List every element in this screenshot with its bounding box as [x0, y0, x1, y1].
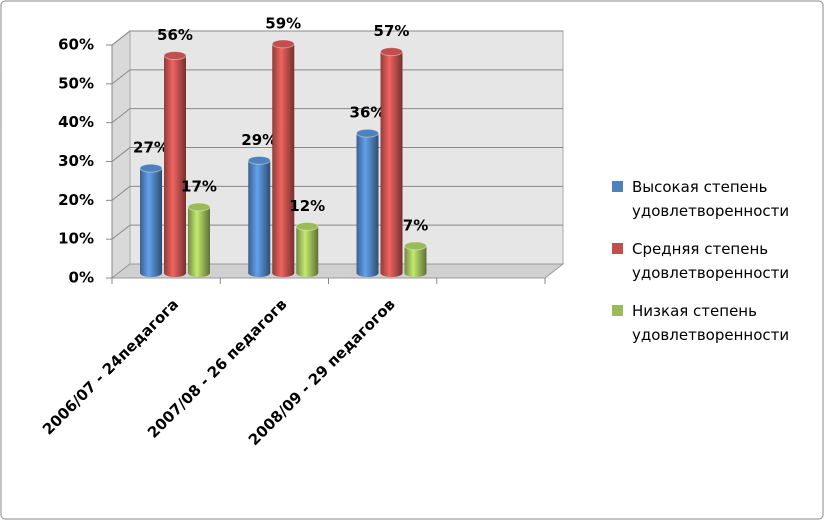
- bar-body: [164, 55, 186, 274]
- bar-top: [380, 47, 403, 57]
- data-label: 12%: [289, 197, 325, 215]
- bar-top: [139, 163, 163, 173]
- bar-top: [163, 51, 187, 61]
- bar: [139, 163, 163, 277]
- grid-line: [111, 30, 563, 46]
- bar: [404, 241, 427, 277]
- data-label: 56%: [157, 26, 193, 44]
- grid-line: [111, 147, 563, 162]
- grid-line: [111, 108, 563, 124]
- y-tick-label: 50%: [58, 74, 94, 92]
- legend-swatch: [612, 305, 623, 316]
- bar: [380, 47, 403, 277]
- legend-item: Средняя степень удовлетворенности: [612, 237, 817, 285]
- bar-top: [295, 221, 319, 231]
- bar: [187, 202, 211, 277]
- y-tick-label: 10%: [58, 230, 94, 248]
- bar-body: [140, 168, 162, 273]
- y-tick-label: 0%: [69, 269, 94, 287]
- data-label: 57%: [374, 22, 410, 40]
- data-label: 27%: [133, 139, 169, 157]
- bar-body: [188, 206, 210, 273]
- bar: [271, 39, 295, 277]
- bar-body: [380, 51, 403, 274]
- bar-body: [404, 245, 427, 273]
- y-tick-label: 40%: [58, 113, 94, 131]
- bar-body: [272, 43, 295, 274]
- legend-swatch: [612, 243, 623, 254]
- legend-label: Высокая степень удовлетворенности: [632, 178, 790, 220]
- y-tick-label: 30%: [58, 152, 94, 170]
- bar-body: [296, 226, 319, 273]
- bar-top: [404, 241, 427, 251]
- bar: [356, 128, 379, 277]
- y-tick-label: 20%: [58, 191, 94, 209]
- legend-swatch: [612, 181, 623, 192]
- bar: [247, 155, 271, 277]
- data-label: 7%: [403, 216, 428, 234]
- grid-line: [111, 224, 563, 240]
- legend-item: Высокая степень удовлетворенности: [612, 175, 817, 223]
- legend-item: Низкая степень удовлетворенности: [612, 299, 817, 347]
- bar: [295, 221, 319, 277]
- bar-body: [248, 160, 271, 273]
- bar-top: [247, 155, 271, 165]
- bar: [163, 51, 187, 277]
- legend-label: Низкая степень удовлетворенности: [632, 302, 790, 344]
- data-label: 36%: [350, 104, 386, 122]
- legend: Высокая степень удовлетворенности Средняя…: [612, 175, 817, 361]
- grid-line: [111, 69, 563, 85]
- bar-top: [271, 39, 295, 49]
- bar-top: [356, 128, 379, 138]
- bar-top: [187, 202, 211, 212]
- data-label: 29%: [241, 131, 277, 149]
- bar-body: [356, 133, 379, 273]
- data-label: 17%: [181, 177, 217, 195]
- floor: [110, 263, 565, 279]
- legend-label: Средняя степень удовлетворенности: [632, 240, 790, 282]
- data-label: 59%: [265, 14, 301, 32]
- grid-line: [111, 185, 563, 201]
- y-tick-label: 60%: [58, 36, 94, 54]
